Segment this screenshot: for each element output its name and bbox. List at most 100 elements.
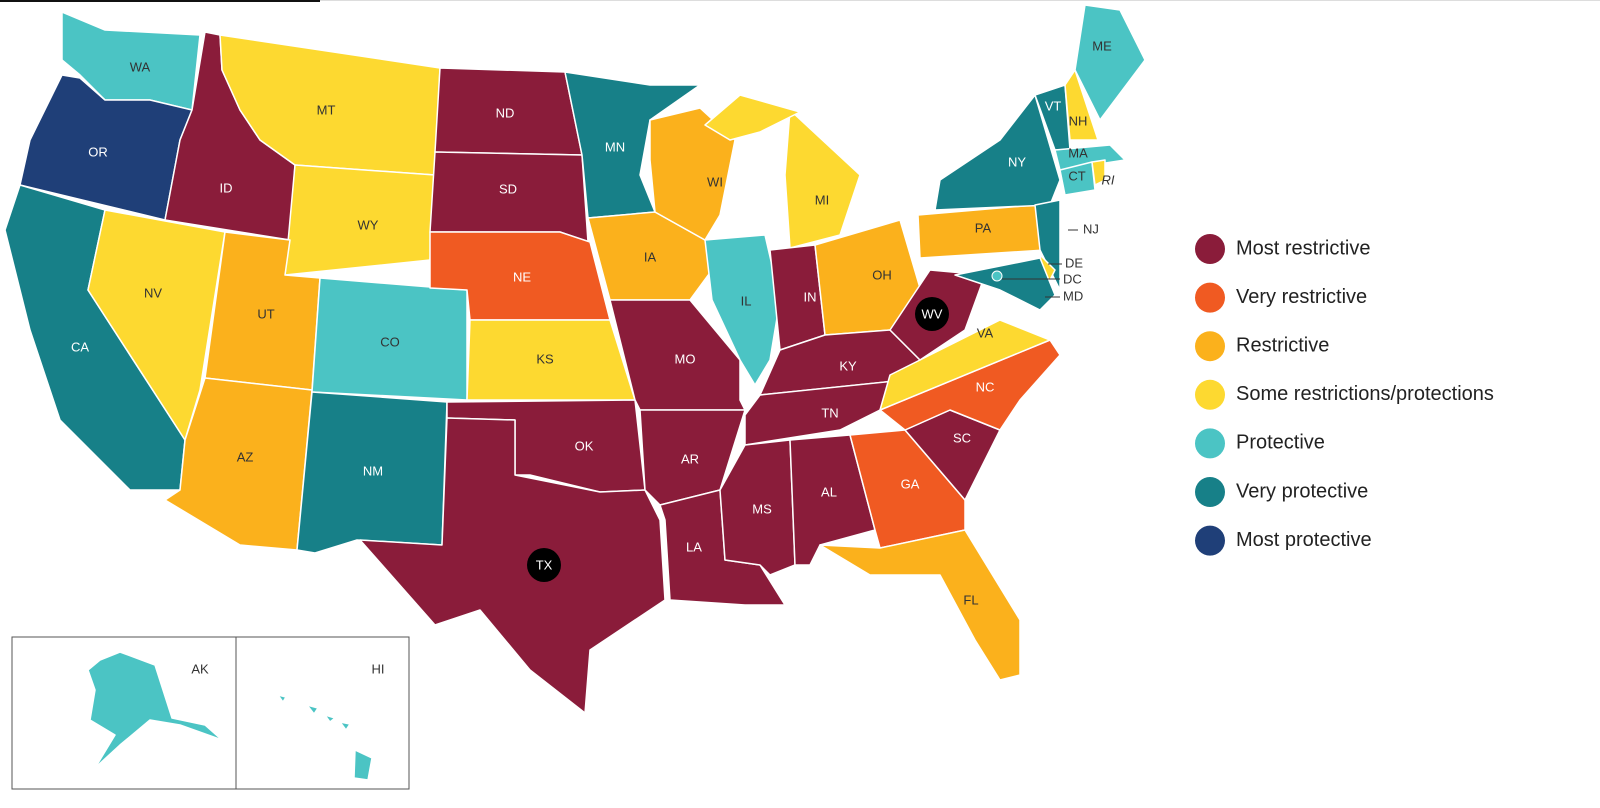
state-shape	[1054, 144, 1126, 171]
state-shape	[87, 651, 223, 769]
state-shape	[1074, 4, 1146, 121]
state: PA	[917, 204, 1046, 259]
state-label: NH	[1069, 113, 1088, 128]
state: MD	[954, 257, 1083, 311]
state-shape	[1091, 159, 1106, 186]
state-label: WI	[707, 174, 723, 189]
legend-label: Very restrictive	[1236, 286, 1367, 308]
state-shape	[277, 694, 287, 703]
state-label: VA	[977, 325, 994, 340]
state-shape	[704, 234, 781, 386]
state-label: ID	[220, 180, 233, 195]
state-label: OK	[575, 438, 594, 453]
state-label: WA	[130, 59, 151, 74]
state-shape	[306, 704, 319, 715]
legend: Most restrictive Very restrictive Restrict…	[1195, 234, 1494, 556]
state-label: MN	[605, 139, 625, 154]
legend-label: Very protective	[1236, 480, 1368, 502]
state: DC	[991, 270, 1082, 286]
state-shape	[324, 714, 336, 723]
state-shape	[991, 270, 1003, 282]
state-shape	[784, 109, 861, 249]
state-shape	[564, 71, 701, 219]
state-label: MO	[675, 351, 696, 366]
state: SD	[429, 151, 589, 243]
state: NM	[296, 391, 448, 554]
state-label: SD	[499, 181, 517, 196]
state: MS	[719, 439, 796, 576]
state-label: WY	[358, 217, 379, 232]
state: HI	[277, 661, 385, 781]
state-label: IN	[804, 289, 817, 304]
state: WI	[649, 107, 736, 241]
state-label: ME	[1092, 38, 1112, 53]
legend-label: Protective	[1236, 432, 1325, 454]
state-shape	[1034, 199, 1061, 291]
state-label: AR	[681, 451, 699, 466]
state: MT	[219, 34, 441, 176]
state: IL	[704, 234, 781, 386]
state-label: LA	[686, 539, 702, 554]
state-label: MA	[1068, 145, 1088, 160]
marker	[527, 548, 561, 582]
state-label: RI	[1102, 172, 1115, 187]
state-label: KS	[536, 351, 554, 366]
state: RI	[1091, 159, 1115, 187]
state-label: VT	[1045, 98, 1062, 113]
state-label: ND	[496, 105, 515, 120]
state-shape	[359, 417, 666, 714]
state-label: SC	[953, 430, 971, 445]
state-label: MD	[1063, 288, 1083, 303]
state-label: KY	[839, 358, 857, 373]
state: NC	[879, 339, 1061, 431]
state: VT	[1034, 84, 1071, 151]
state-label: CA	[71, 339, 89, 354]
legend-swatch	[1195, 234, 1225, 264]
state-shape	[954, 257, 1056, 311]
top-rule	[0, 0, 320, 2]
state: WY	[284, 164, 436, 276]
state-label: AL	[821, 484, 837, 499]
state-label: PA	[975, 220, 992, 235]
state: MO	[609, 299, 746, 411]
state-shape	[1064, 69, 1099, 141]
state: NJ	[1034, 199, 1099, 291]
state: CO	[311, 277, 468, 401]
state: KS	[466, 319, 636, 401]
state-label: MT	[317, 102, 336, 117]
state-label: FL	[963, 592, 978, 607]
state-shape	[339, 721, 351, 731]
state-label: DC	[1063, 271, 1082, 286]
state-label: OH	[872, 267, 892, 282]
legend-label: Restrictive	[1236, 334, 1329, 356]
legend-swatch	[1195, 428, 1225, 459]
legend-swatch	[1195, 379, 1225, 410]
state: VA	[879, 319, 1051, 411]
state-label: IL	[741, 293, 752, 308]
state-shape	[879, 339, 1061, 431]
state-label: UT	[257, 306, 274, 321]
state-label: GA	[901, 476, 920, 491]
state-label: NY	[1008, 154, 1026, 169]
state-label: TN	[821, 405, 838, 420]
state: NH	[1064, 69, 1099, 141]
state-shape	[819, 529, 1021, 681]
state-shape	[1059, 161, 1096, 196]
state-shape	[879, 319, 1051, 411]
state: CT	[1059, 161, 1096, 196]
marker	[915, 297, 949, 331]
state-label: NM	[363, 463, 383, 478]
legend-label: Some restrictions/protections	[1236, 383, 1494, 405]
state-label: NC	[976, 379, 995, 394]
legend-label: Most protective	[1236, 529, 1372, 551]
state-label: IA	[644, 249, 657, 264]
state-label: NJ	[1083, 221, 1099, 236]
legend-label: Most restrictive	[1236, 237, 1370, 259]
legend-swatch	[1195, 477, 1225, 507]
state-label: MI	[815, 192, 829, 207]
state: MA	[1054, 144, 1126, 171]
legend-swatch	[1195, 282, 1225, 313]
state-shape	[609, 299, 746, 411]
state-label: NV	[144, 285, 162, 300]
state-label: CO	[380, 334, 400, 349]
